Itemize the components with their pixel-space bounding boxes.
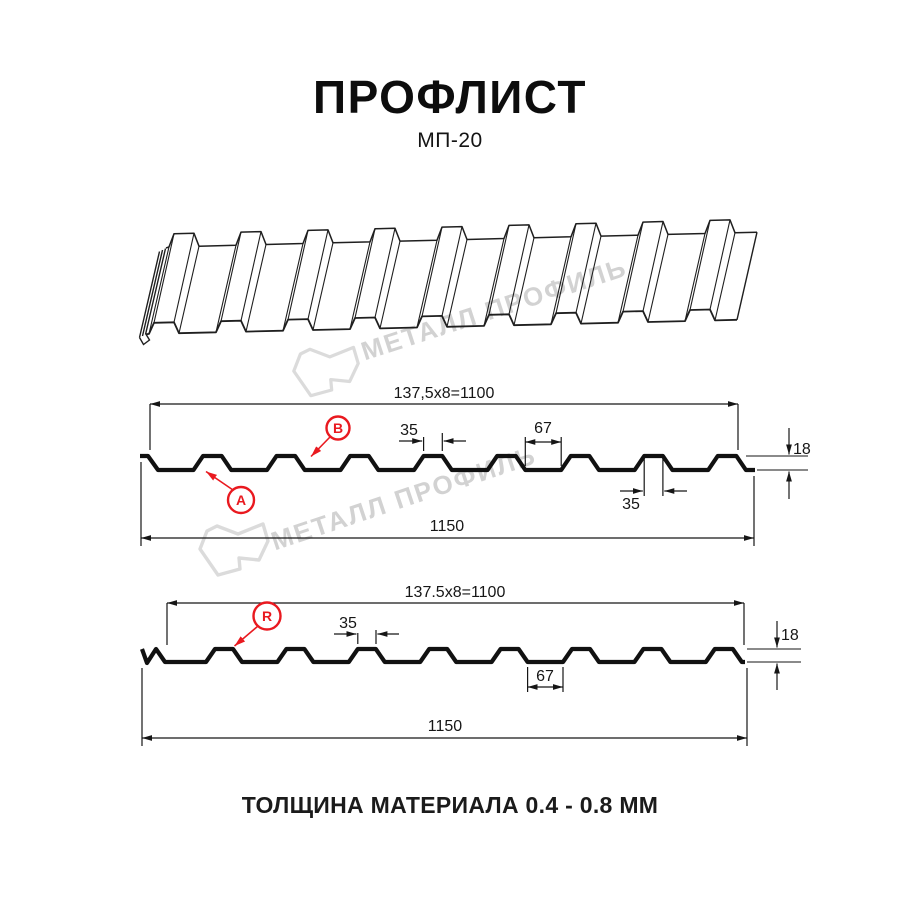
dim-value-coverage-ab: 137,5x8=1100: [394, 385, 495, 402]
label-b-circle: [325, 415, 351, 441]
label-r-text: R: [262, 608, 272, 624]
sheet-3d-cut-edge: [138, 248, 167, 346]
ext-lines-ribtop-ab: [423, 433, 443, 451]
dimension-lines-r: [141, 600, 801, 746]
label-b-arrow: [310, 436, 331, 458]
label-b-text: B: [333, 420, 343, 436]
profile-line-r: [140, 646, 745, 666]
side-labels-r: R: [233, 601, 282, 647]
dim-value-ribtop-bottom-ab: 35: [622, 496, 640, 513]
sheet-3d-back-profile: [165, 219, 758, 249]
sheet-3d-rib-edges: [148, 219, 736, 335]
dim-value-coverage-r: 137.5x8=1100: [405, 584, 506, 601]
side-labels-ab: A B: [205, 415, 351, 515]
profile-model-code: МП-20: [417, 129, 483, 152]
page-title: ПРОФЛИСТ: [313, 71, 587, 123]
label-a-circle: [226, 485, 256, 515]
profile-line-ab: [140, 453, 755, 473]
sheet-3d-view: [138, 219, 758, 346]
brand-logo-icon: [198, 522, 270, 577]
ext-lines-coverage-r: [166, 603, 745, 645]
ext-lines-trough-ab: [524, 437, 562, 466]
dim-value-trough-ab: 67: [534, 420, 552, 437]
cross-section-ab: 137,5x8=1100 35 67 35 18 1150 A B: [140, 385, 811, 546]
dimension-lines-ab: [140, 401, 808, 546]
brand-logo-shape: [198, 522, 270, 577]
sheet-3d-front-profile: [145, 308, 738, 336]
label-r-circle: [252, 601, 282, 631]
sheet-3d-right-edge: [736, 232, 758, 320]
cross-section-r: 137.5x8=1100 35 67 18 1150 R: [140, 584, 801, 746]
ext-lines-ribtop-bottom-ab: [643, 458, 664, 496]
ref-lines-height-ab: [746, 455, 808, 471]
dim-value-ribtop-ab: 35: [400, 422, 418, 439]
ext-lines-overall-r: [141, 668, 748, 746]
label-r-arrow: [233, 625, 259, 647]
dim-value-height-ab: 18: [793, 441, 811, 458]
dim-value-overall-r: 1150: [428, 718, 463, 735]
dim-value-height-r: 18: [781, 627, 799, 644]
ext-lines-coverage-ab: [149, 404, 739, 450]
brand-logo-icon: [292, 345, 360, 398]
thickness-note: ТОЛЩИНА МАТЕРИАЛА 0.4 - 0.8 ММ: [241, 792, 659, 818]
ref-lines-height-r: [747, 648, 801, 663]
dim-value-ribtop-r: 35: [339, 615, 357, 632]
dim-value-trough-r: 67: [536, 668, 554, 685]
dim-value-overall-ab: 1150: [430, 518, 465, 535]
label-a-text: A: [236, 492, 246, 508]
brand-logo-shape: [292, 345, 360, 398]
ext-lines-overall-ab: [140, 462, 755, 546]
ext-lines-ribtop-r: [357, 630, 377, 644]
label-a-arrow: [205, 470, 234, 491]
